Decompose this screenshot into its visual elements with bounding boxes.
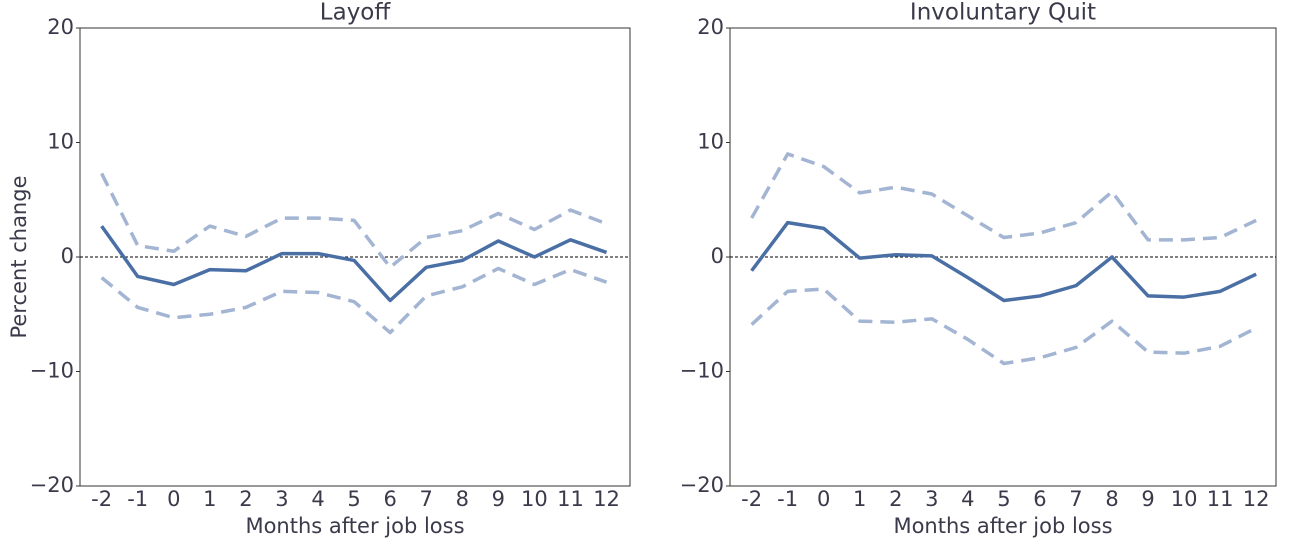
y-axis-label: Percent change: [7, 176, 31, 339]
x-axis-label: Months after job loss: [245, 514, 464, 538]
chart-title: Involuntary Quit: [910, 0, 1096, 26]
y-tick-label: 20: [697, 15, 724, 39]
x-tick-label: 10: [521, 487, 548, 511]
x-tick-label: 4: [311, 487, 324, 511]
chart-title: Layoff: [320, 0, 392, 26]
x-tick-label: 5: [347, 487, 360, 511]
x-tick-label: 7: [1069, 487, 1082, 511]
x-tick-label: 9: [492, 487, 505, 511]
confidence-line: [100, 172, 608, 270]
x-tick-label: 11: [1207, 487, 1234, 511]
x-tick-label: 2: [239, 487, 252, 511]
x-axis-label: Months after job loss: [893, 514, 1112, 538]
y-tick-label: 0: [61, 244, 74, 268]
estimate-line: [100, 225, 608, 303]
confidence-line: [750, 287, 1257, 366]
x-tick-label: 0: [167, 487, 180, 511]
y-tick-label: 0: [711, 244, 724, 268]
x-tick-label: 1: [203, 487, 216, 511]
x-tick-label: 6: [383, 487, 396, 511]
y-tick-label: −20: [30, 473, 74, 497]
x-tick-label: 1: [853, 487, 866, 511]
y-tick-label: 10: [697, 130, 724, 154]
y-tick-label: −10: [680, 359, 724, 383]
confidence-line: [750, 152, 1257, 242]
x-tick-label: 11: [557, 487, 584, 511]
x-tick-label: 9: [1141, 487, 1154, 511]
y-tick-label: −10: [30, 359, 74, 383]
x-tick-label: 8: [456, 487, 469, 511]
y-tick-label: −20: [680, 473, 724, 497]
estimate-line: [750, 220, 1257, 303]
x-tick-label: 5: [997, 487, 1010, 511]
x-tick-label: 10: [1171, 487, 1198, 511]
x-tick-label: 12: [1243, 487, 1270, 511]
x-tick-label: -1: [777, 487, 798, 511]
x-tick-label: 4: [961, 487, 974, 511]
y-tick-label: 10: [47, 130, 74, 154]
x-tick-label: 8: [1105, 487, 1118, 511]
x-tick-label: 3: [275, 487, 288, 511]
x-tick-label: 0: [817, 487, 830, 511]
confidence-line: [100, 266, 608, 335]
x-tick-label: -1: [127, 487, 148, 511]
x-tick-label: -2: [741, 487, 762, 511]
y-tick-label: 20: [47, 15, 74, 39]
x-tick-label: 3: [925, 487, 938, 511]
x-tick-label: 7: [420, 487, 433, 511]
x-tick-label: 2: [889, 487, 902, 511]
x-tick-label: 6: [1033, 487, 1046, 511]
x-tick-label: 12: [593, 487, 620, 511]
x-tick-label: -2: [91, 487, 112, 511]
